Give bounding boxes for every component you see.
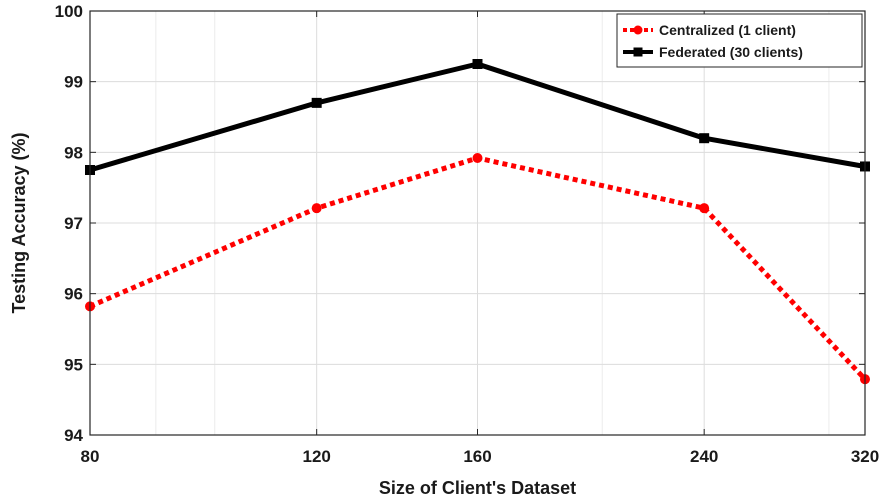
legend-marker-federated <box>633 47 643 57</box>
legend-box <box>616 13 863 68</box>
y-tick-label: 97 <box>64 214 83 233</box>
data-point-federated-30-clients <box>472 59 483 69</box>
x-axis-title: Size of Client's Dataset <box>379 478 576 498</box>
y-axis-title: Testing Accuracy (%) <box>9 132 29 313</box>
x-tick-label: 320 <box>851 447 879 466</box>
y-tick-label: 96 <box>64 285 83 304</box>
y-tick-label: 100 <box>55 2 83 21</box>
y-tick-label: 98 <box>64 143 83 162</box>
data-point-centralized-1-client <box>699 203 710 214</box>
y-tick-label: 95 <box>64 355 83 374</box>
y-tick-label: 94 <box>64 426 83 445</box>
data-point-federated-30-clients <box>311 97 322 108</box>
ticks: 80 120 160 240 320 94 95 96 97 98 99 100 <box>55 2 880 466</box>
x-tick-label: 120 <box>302 447 330 466</box>
y-tick-label: 99 <box>64 73 83 92</box>
data-point-federated-30-clients <box>699 133 710 144</box>
x-tick-label: 80 <box>81 447 100 466</box>
data-point-centralized-1-client <box>472 152 483 163</box>
legend-label-federated: Federated (30 clients) <box>659 44 803 60</box>
x-tick-label: 160 <box>463 447 491 466</box>
x-tick-label: 240 <box>690 447 718 466</box>
data-point-centralized-1-client <box>311 203 322 214</box>
legend: Centralized (1 client) Federated (30 cli… <box>616 13 863 68</box>
legend-marker-centralized <box>633 25 643 35</box>
legend-label-centralized: Centralized (1 client) <box>659 22 796 38</box>
